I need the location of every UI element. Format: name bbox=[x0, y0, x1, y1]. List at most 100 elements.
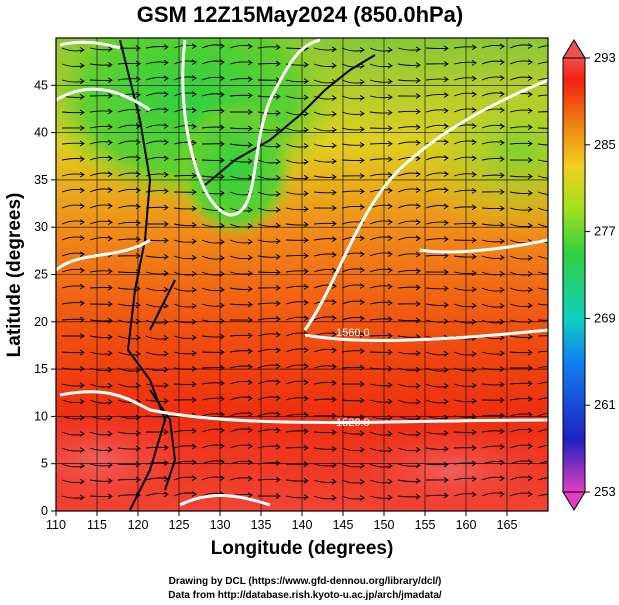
streamline-arrowhead bbox=[556, 109, 560, 114]
streamline bbox=[397, 463, 421, 467]
streamline bbox=[89, 479, 113, 482]
contour-line bbox=[181, 38, 321, 217]
streamline bbox=[397, 351, 421, 355]
streamline-arrowhead bbox=[387, 463, 393, 469]
streamline bbox=[453, 287, 477, 291]
streamline-arrowhead bbox=[303, 444, 309, 451]
streamline bbox=[453, 399, 477, 403]
streamline-arrowhead bbox=[527, 459, 533, 465]
streamline-arrowhead bbox=[387, 414, 393, 421]
streamline bbox=[397, 236, 421, 241]
streamline-arrowhead bbox=[79, 203, 85, 210]
streamline bbox=[453, 493, 477, 497]
streamline bbox=[229, 350, 253, 353]
streamline bbox=[313, 238, 337, 241]
streamline-arrowhead bbox=[443, 383, 449, 389]
streamline bbox=[285, 270, 309, 273]
streamline bbox=[229, 143, 253, 146]
streamline-arrowhead bbox=[499, 75, 505, 81]
streamline-arrowhead bbox=[556, 380, 560, 385]
streamline-arrowhead bbox=[443, 92, 449, 98]
streamline-arrowhead bbox=[556, 460, 560, 465]
streamline bbox=[397, 367, 421, 371]
streamline-arrowhead bbox=[191, 381, 197, 388]
streamline bbox=[145, 477, 169, 481]
streamline bbox=[257, 396, 281, 401]
streamline-arrowhead bbox=[359, 188, 365, 195]
streamline-arrowhead bbox=[247, 348, 253, 355]
streamline-arrowhead bbox=[191, 123, 197, 130]
streamline-arrowhead bbox=[443, 252, 449, 259]
streamline bbox=[173, 60, 197, 65]
streamline-arrowhead bbox=[135, 139, 141, 145]
streamline bbox=[481, 492, 505, 497]
streamline bbox=[89, 47, 113, 51]
y-tick-label: 40 bbox=[34, 126, 48, 140]
streamline-arrowhead bbox=[303, 268, 309, 275]
streamline-arrowhead bbox=[443, 203, 449, 210]
streamline-arrowhead bbox=[135, 414, 141, 421]
streamline bbox=[117, 124, 141, 129]
streamline-arrowhead bbox=[303, 395, 309, 402]
streamline-arrowhead bbox=[527, 107, 533, 114]
streamline-arrowhead bbox=[471, 351, 477, 357]
streamline bbox=[61, 268, 85, 273]
streamline bbox=[341, 63, 365, 68]
streamline bbox=[61, 158, 85, 161]
streamline-arrowhead bbox=[556, 76, 560, 81]
streamline bbox=[117, 383, 141, 388]
streamline-arrowhead bbox=[303, 494, 309, 501]
streamline-arrowhead bbox=[387, 62, 393, 69]
streamline-arrowhead bbox=[219, 302, 225, 309]
streamline-arrowhead bbox=[556, 396, 560, 401]
streamline bbox=[313, 191, 337, 194]
streamline-arrowhead bbox=[527, 59, 533, 65]
streamline bbox=[89, 335, 113, 339]
streamline-arrowhead bbox=[275, 60, 281, 67]
streamline bbox=[89, 237, 113, 241]
streamline-arrowhead bbox=[387, 494, 393, 501]
streamline-arrowhead bbox=[359, 397, 365, 404]
streamline-arrowhead bbox=[275, 493, 281, 499]
streamline-arrowhead bbox=[303, 206, 309, 212]
streamline bbox=[145, 108, 169, 113]
streamline bbox=[145, 271, 169, 275]
streamline-arrowhead bbox=[527, 190, 533, 196]
streamline bbox=[313, 111, 337, 116]
streamline bbox=[257, 207, 281, 212]
streamline bbox=[341, 317, 365, 321]
streamline-arrowhead bbox=[443, 139, 449, 145]
streamline bbox=[425, 254, 449, 257]
streamline-arrowhead bbox=[471, 382, 477, 389]
streamline bbox=[509, 476, 533, 481]
streamline-arrowhead bbox=[556, 271, 560, 276]
streamline-arrowhead bbox=[556, 318, 560, 323]
streamline-arrowhead bbox=[275, 110, 281, 116]
streamline-arrowhead bbox=[275, 460, 281, 467]
streamline-arrowhead bbox=[247, 459, 253, 466]
streamline-arrowhead bbox=[556, 191, 560, 196]
streamline bbox=[397, 319, 421, 322]
streamline-arrowhead bbox=[359, 364, 365, 371]
streamline-arrowhead bbox=[471, 123, 477, 129]
streamline-arrowhead bbox=[499, 412, 505, 419]
streamline-arrowhead bbox=[135, 203, 141, 210]
streamline-arrowhead bbox=[219, 380, 225, 387]
streamline-arrowhead bbox=[191, 75, 197, 81]
streamline bbox=[509, 60, 533, 65]
streamline bbox=[537, 271, 548, 275]
streamline-arrowhead bbox=[191, 271, 197, 277]
streamline-arrowhead bbox=[527, 222, 533, 229]
streamline bbox=[369, 383, 393, 387]
streamline bbox=[509, 142, 533, 145]
streamline-arrowhead bbox=[527, 443, 533, 450]
streamline bbox=[257, 302, 281, 305]
streamline-arrowhead bbox=[163, 188, 169, 194]
streamline bbox=[257, 333, 281, 337]
streamline bbox=[481, 351, 505, 355]
streamline-arrowhead bbox=[527, 411, 533, 418]
streamline-arrowhead bbox=[247, 254, 253, 261]
streamline bbox=[397, 479, 421, 483]
x-axis-label: Longitude (degrees) bbox=[211, 538, 394, 559]
streamline bbox=[285, 364, 309, 369]
